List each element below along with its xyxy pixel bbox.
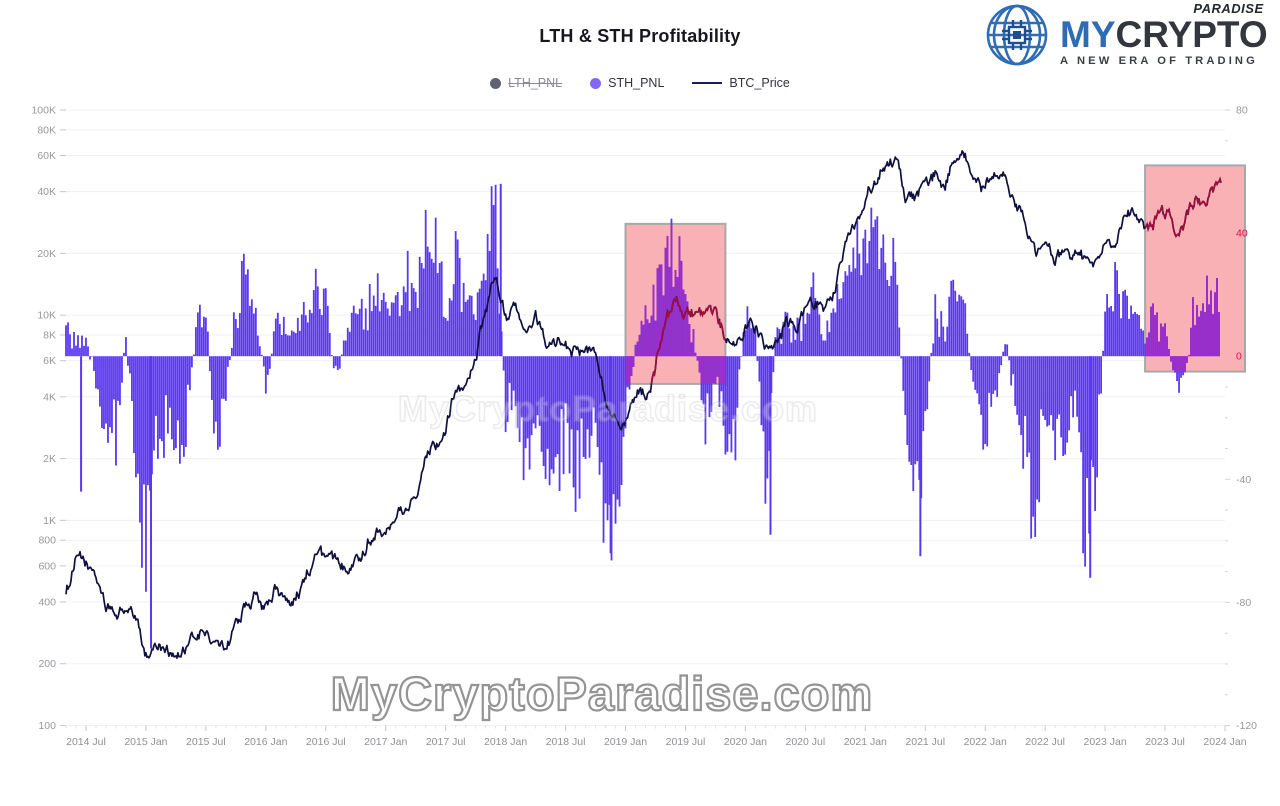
svg-text:100: 100 <box>38 720 56 732</box>
logo-tagline: A NEW ERA OF TRADING <box>1060 55 1258 68</box>
logo-paradise-text: PARADISE <box>1193 1 1264 17</box>
svg-text:2021 Jul: 2021 Jul <box>905 736 945 748</box>
legend-item-btc-price[interactable]: BTC_Price <box>692 76 790 90</box>
legend-item-lth-pnl[interactable]: LTH_PNL <box>490 76 562 90</box>
svg-text:200: 200 <box>38 658 56 670</box>
svg-text:2024 Jan: 2024 Jan <box>1203 736 1246 748</box>
svg-text:400: 400 <box>38 596 56 608</box>
btc-price-line-icon <box>692 82 723 84</box>
svg-text:20K: 20K <box>37 248 56 260</box>
svg-text:600: 600 <box>38 560 56 572</box>
svg-text:2022 Jan: 2022 Jan <box>964 736 1007 748</box>
svg-text:800: 800 <box>38 535 56 547</box>
svg-text:2017 Jul: 2017 Jul <box>426 736 466 748</box>
lth-pnl-dot-icon <box>490 77 502 89</box>
svg-text:1K: 1K <box>43 515 56 527</box>
svg-text:2016 Jul: 2016 Jul <box>306 736 346 748</box>
legend-label-sth-pnl: STH_PNL <box>608 76 665 90</box>
svg-text:10K: 10K <box>37 310 56 322</box>
svg-text:2020 Jul: 2020 Jul <box>786 736 826 748</box>
svg-text:2015 Jul: 2015 Jul <box>186 736 226 748</box>
svg-text:40: 40 <box>1236 228 1248 240</box>
svg-text:8K: 8K <box>43 330 56 342</box>
logo-crypto: CRYPTO <box>1115 14 1268 56</box>
svg-text:80: 80 <box>1236 105 1248 117</box>
legend-label-lth-pnl: LTH_PNL <box>508 76 563 90</box>
svg-text:80K: 80K <box>37 124 56 136</box>
svg-text:0: 0 <box>1236 351 1242 363</box>
svg-text:2018 Jul: 2018 Jul <box>546 736 586 748</box>
sth-pnl-dot-icon <box>590 77 602 89</box>
svg-text:2014 Jul: 2014 Jul <box>66 736 106 748</box>
svg-text:4K: 4K <box>43 391 56 403</box>
svg-text:2020 Jan: 2020 Jan <box>724 736 767 748</box>
legend-label-btc-price: BTC_Price <box>729 76 790 90</box>
watermark-ghost: MyCryptoParadise.com <box>397 387 819 430</box>
svg-text:60K: 60K <box>37 150 56 162</box>
svg-text:2017 Jan: 2017 Jan <box>364 736 407 748</box>
svg-text:2015 Jan: 2015 Jan <box>124 736 167 748</box>
logo-brand-text: MYCRYPTO <box>1060 16 1268 53</box>
logo-my: MY <box>1060 14 1116 56</box>
svg-text:2019 Jul: 2019 Jul <box>666 736 706 748</box>
svg-text:-80: -80 <box>1236 597 1251 609</box>
watermark: MyCryptoParadise.com <box>330 666 874 721</box>
svg-text:100K: 100K <box>31 105 56 117</box>
brand-logo: PARADISE MYCRYPTO A NEW ERA OF TRADING <box>982 2 1280 68</box>
globe-circuit-icon <box>986 4 1048 66</box>
chart-legend: LTH_PNL STH_PNL BTC_Price <box>0 76 1280 90</box>
svg-text:2023 Jul: 2023 Jul <box>1145 736 1185 748</box>
chart-title: LTH & STH Profitability <box>539 26 741 46</box>
svg-text:2018 Jan: 2018 Jan <box>484 736 527 748</box>
svg-text:2021 Jan: 2021 Jan <box>844 736 887 748</box>
svg-text:-120: -120 <box>1236 720 1257 732</box>
svg-text:2019 Jan: 2019 Jan <box>604 736 647 748</box>
svg-text:6K: 6K <box>43 355 56 367</box>
svg-text:2K: 2K <box>43 453 56 465</box>
legend-item-sth-pnl[interactable]: STH_PNL <box>590 76 664 90</box>
svg-text:-40: -40 <box>1236 474 1251 486</box>
svg-text:2022 Jul: 2022 Jul <box>1025 736 1065 748</box>
svg-text:2016 Jan: 2016 Jan <box>244 736 287 748</box>
svg-text:2023 Jan: 2023 Jan <box>1083 736 1126 748</box>
svg-text:40K: 40K <box>37 186 56 198</box>
